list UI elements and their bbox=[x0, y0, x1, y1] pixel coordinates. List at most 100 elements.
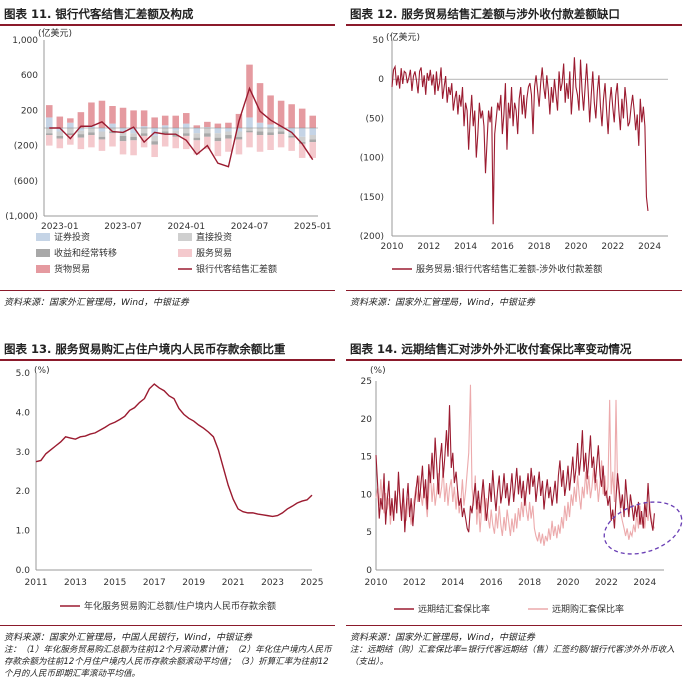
y-tick-label: 5.0 bbox=[16, 369, 31, 379]
panel-14-title: 图表 14. 远期结售汇对涉外外汇收付套保比率变动情况 bbox=[350, 342, 632, 356]
bar-segment bbox=[140, 128, 148, 134]
legend-label: 收益和经常转移 bbox=[54, 247, 117, 259]
bar-segment bbox=[288, 137, 295, 151]
y-tick-label: 20 bbox=[361, 415, 373, 425]
series-line bbox=[391, 57, 649, 225]
x-tick-label: 2021 bbox=[222, 578, 245, 588]
bar-segment bbox=[246, 64, 253, 118]
bar-segment bbox=[46, 117, 53, 128]
y-tick-label: 1.0 bbox=[16, 527, 31, 537]
bar-segment bbox=[130, 128, 137, 134]
bar-segment bbox=[130, 140, 137, 156]
series-line-settlement bbox=[375, 405, 655, 533]
bar-segment bbox=[309, 139, 316, 143]
y-tick-label: 25 bbox=[361, 377, 372, 387]
bar-segment bbox=[119, 135, 127, 142]
bar-segment bbox=[119, 107, 127, 128]
panel-13-source: 资料来源：国家外汇管理局，中国人民银行，Wind，中银证券 bbox=[4, 633, 252, 643]
y-tick-label: (150) bbox=[360, 193, 384, 203]
bar-segment bbox=[183, 135, 190, 150]
panel-13-title: 图表 13. 服务贸易购汇占住户境内人民币存款余额比重 bbox=[4, 342, 286, 356]
y-tick-label: (600) bbox=[14, 177, 38, 187]
y-tick-label: 2.0 bbox=[16, 487, 31, 497]
bar-segment bbox=[235, 131, 243, 137]
bar-segment bbox=[46, 105, 53, 118]
bar-segment bbox=[298, 136, 306, 143]
bar-segment bbox=[256, 131, 264, 136]
bar-segment bbox=[98, 131, 106, 137]
bar-segment bbox=[161, 125, 169, 128]
legend-label: 直接投资 bbox=[196, 231, 232, 243]
bar-segment bbox=[288, 128, 295, 134]
x-tick-label: 2020 bbox=[557, 578, 580, 588]
chart-11: (亿美元)1,000 600 200 (200) (600) (1,000)2023-01… bbox=[5, 27, 331, 275]
y-tick-label: 4.0 bbox=[16, 408, 31, 418]
series-line-purchase bbox=[375, 384, 655, 546]
bar-segment bbox=[193, 137, 201, 141]
bar-segment bbox=[130, 133, 137, 137]
bar-segment bbox=[161, 128, 169, 132]
x-tick-label: 2023 bbox=[261, 578, 284, 588]
y-tick-label: (50) bbox=[366, 114, 384, 124]
panel-12-title: 图表 12. 服务贸易结售汇差额与涉外收付款差额缺口 bbox=[350, 7, 620, 21]
chart-12: (亿美元)50 0 (50) (100) (150) (200)2010 2012 2014 2… bbox=[360, 31, 668, 275]
x-tick-label: 2016 bbox=[480, 578, 503, 588]
bar-segment bbox=[56, 116, 64, 128]
chart-13: (%)5.0 4.0 3.0 2.0 1.0 0.0 2011 2013 2015 2017 201… bbox=[16, 366, 324, 612]
bar-segment bbox=[172, 128, 179, 131]
x-tick-label: 2024-07 bbox=[231, 222, 269, 232]
y-tick-label: (100) bbox=[360, 154, 384, 164]
bar-segment bbox=[109, 106, 116, 124]
y-axis-unit: (%) bbox=[34, 366, 50, 376]
x-tick-label: 2013 bbox=[64, 578, 87, 588]
bar-segment bbox=[246, 132, 253, 148]
bar-segment bbox=[225, 138, 232, 152]
legend-label: 远期结汇套保比率 bbox=[418, 603, 490, 615]
bar-segment bbox=[77, 128, 85, 131]
y-tick-label: 200 bbox=[21, 106, 38, 116]
bar-segment bbox=[256, 83, 264, 123]
bar-segment bbox=[56, 131, 64, 136]
bar-segment bbox=[172, 115, 179, 128]
panel-11-title: 图表 11. 银行代客结售汇差额及构成 bbox=[4, 7, 194, 21]
bar-segment bbox=[309, 135, 316, 140]
bar-segment bbox=[183, 113, 190, 124]
bar-segment bbox=[277, 134, 285, 148]
bar-segment bbox=[204, 121, 211, 128]
legend-label: 年化服务贸易购汇总额/住户境内人民币存款余额 bbox=[84, 600, 276, 612]
bar-segment bbox=[161, 131, 169, 135]
bar-segment bbox=[151, 144, 158, 158]
panel-11-source: 资料来源：国家外汇管理局，Wind，中银证券 bbox=[4, 298, 189, 308]
x-tick-label: 2015 bbox=[103, 578, 126, 588]
x-tick-label: 2022 bbox=[595, 578, 618, 588]
bar-segment bbox=[46, 128, 53, 134]
panel-11-title-rule bbox=[0, 24, 335, 26]
y-tick-label: 0.0 bbox=[16, 566, 31, 576]
bar-segment bbox=[298, 143, 306, 158]
bar-segment bbox=[46, 133, 53, 136]
legend-label: 服务贸易 bbox=[196, 247, 232, 259]
bar-segment bbox=[225, 131, 232, 136]
bar-segment bbox=[88, 132, 95, 136]
bar-segment bbox=[88, 135, 95, 148]
bar-segment bbox=[235, 136, 243, 140]
x-tick-label: 2014 bbox=[441, 578, 464, 588]
bar-segment bbox=[204, 133, 211, 137]
bar-segment bbox=[109, 131, 116, 134]
bar-segment bbox=[204, 127, 211, 128]
x-tick-label: 2012 bbox=[417, 242, 440, 252]
x-tick-label: 2020 bbox=[565, 242, 588, 252]
bar-segment bbox=[193, 133, 201, 138]
bar-segment bbox=[267, 135, 274, 150]
legend-swatch bbox=[178, 249, 192, 257]
bar-segment bbox=[109, 123, 116, 128]
bar-segment bbox=[109, 133, 116, 147]
bar-segment bbox=[193, 128, 201, 134]
bar-segment bbox=[193, 140, 201, 155]
bar-segment bbox=[140, 126, 148, 128]
bar-segment bbox=[67, 118, 74, 123]
y-tick-label: 3.0 bbox=[16, 448, 31, 458]
y-tick-label: 0 bbox=[366, 566, 372, 576]
y-tick-label: (1,000) bbox=[5, 212, 38, 222]
bar-segment bbox=[172, 136, 179, 149]
